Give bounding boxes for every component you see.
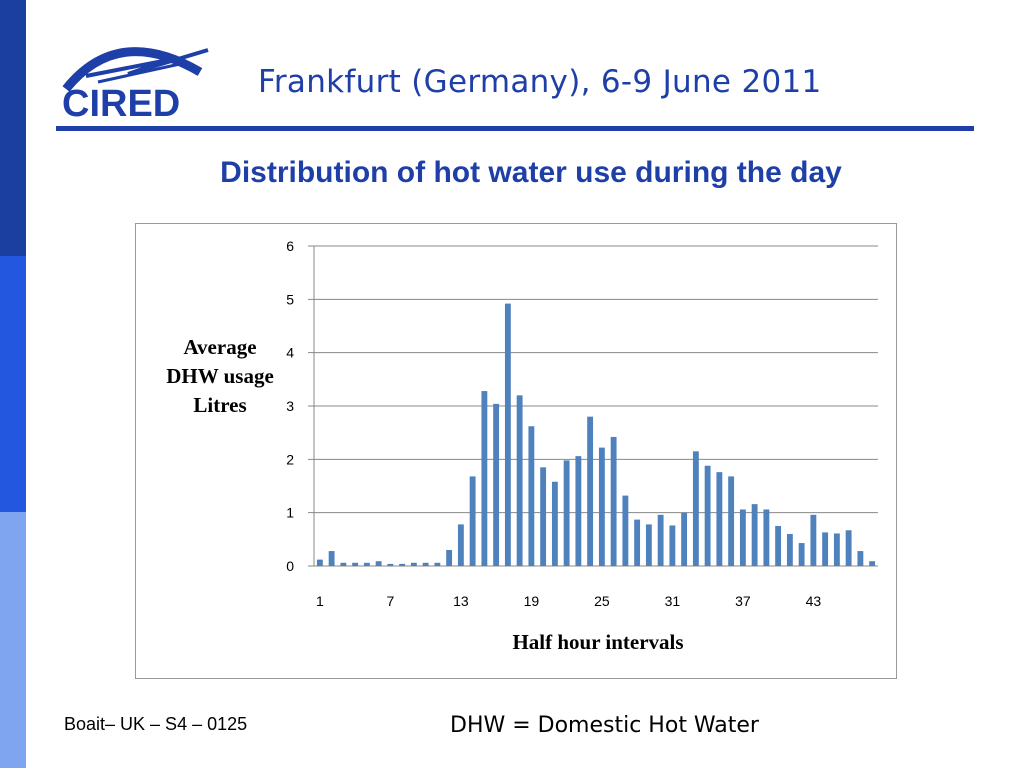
y-axis-label-line-3: Litres <box>193 393 247 417</box>
bar <box>716 472 723 566</box>
y-tick-label: 4 <box>286 345 294 361</box>
bar <box>422 562 429 566</box>
x-tick-label: 31 <box>665 593 681 609</box>
bar <box>528 426 535 566</box>
x-tick-label: 13 <box>453 593 469 609</box>
bar <box>739 509 746 566</box>
bar <box>833 533 840 566</box>
y-tick-label: 5 <box>286 291 294 307</box>
bar <box>493 403 500 566</box>
bar <box>410 562 417 566</box>
svg-text:CIRED: CIRED <box>62 83 180 124</box>
y-tick-label: 1 <box>286 505 294 521</box>
bar <box>763 509 770 566</box>
bar <box>775 526 782 566</box>
y-axis-label-line-2: DHW usage <box>166 364 274 388</box>
bar <box>810 514 817 566</box>
conference-title: Frankfurt (Germany), 6-9 June 2011 <box>258 64 822 100</box>
bar <box>669 525 676 566</box>
bar <box>316 559 323 566</box>
slide-title: Distribution of hot water use during the… <box>220 156 842 189</box>
header-divider <box>56 126 974 131</box>
bar <box>387 563 394 566</box>
bar <box>587 416 594 566</box>
cired-logo: CIRED <box>62 47 209 124</box>
bar <box>540 467 547 566</box>
bar <box>563 460 570 566</box>
bar <box>457 524 464 566</box>
x-tick-label: 7 <box>386 593 394 609</box>
bar <box>352 562 359 566</box>
bar <box>751 504 758 566</box>
bar <box>704 465 711 566</box>
bar <box>551 481 558 566</box>
y-tick-label: 3 <box>286 398 294 414</box>
bar <box>446 550 453 566</box>
side-band-bottom <box>0 512 26 768</box>
bar <box>469 476 476 566</box>
bar <box>681 512 688 566</box>
bar <box>340 562 347 566</box>
bar <box>516 395 523 566</box>
x-tick-label: 25 <box>594 593 610 609</box>
bar <box>598 447 605 566</box>
bar <box>375 561 382 566</box>
bar <box>575 456 582 566</box>
x-tick-label: 43 <box>806 593 822 609</box>
y-axis-label: Average DHW usage Litres <box>150 333 290 420</box>
bar <box>728 476 735 566</box>
side-band-middle <box>0 256 26 512</box>
bar <box>481 391 488 566</box>
x-tick-label: 19 <box>524 593 540 609</box>
bar <box>645 524 652 566</box>
y-axis-label-line-1: Average <box>183 335 257 359</box>
footer-reference: Boait– UK – S4 – 0125 <box>64 714 248 734</box>
bar <box>634 519 641 566</box>
side-band-top <box>0 0 26 256</box>
bar <box>786 534 793 566</box>
bar <box>869 561 876 566</box>
bar <box>657 514 664 566</box>
x-axis-label: Half hour intervals <box>512 630 684 654</box>
y-tick-label: 2 <box>286 451 294 467</box>
x-tick-label: 37 <box>735 593 751 609</box>
bar <box>692 451 699 566</box>
y-tick-label: 0 <box>286 558 294 574</box>
footer-note: DHW = Domestic Hot Water <box>450 713 759 738</box>
bar <box>504 303 511 566</box>
bar <box>363 562 370 566</box>
bar <box>434 562 441 566</box>
bar <box>857 551 864 566</box>
bar <box>399 563 406 566</box>
y-tick-label: 6 <box>286 238 294 254</box>
x-tick-label: 1 <box>316 593 324 609</box>
bar <box>622 495 629 566</box>
bar <box>328 551 335 566</box>
bar <box>845 530 852 566</box>
bar <box>822 532 829 566</box>
bar <box>798 543 805 566</box>
bar <box>610 436 617 566</box>
